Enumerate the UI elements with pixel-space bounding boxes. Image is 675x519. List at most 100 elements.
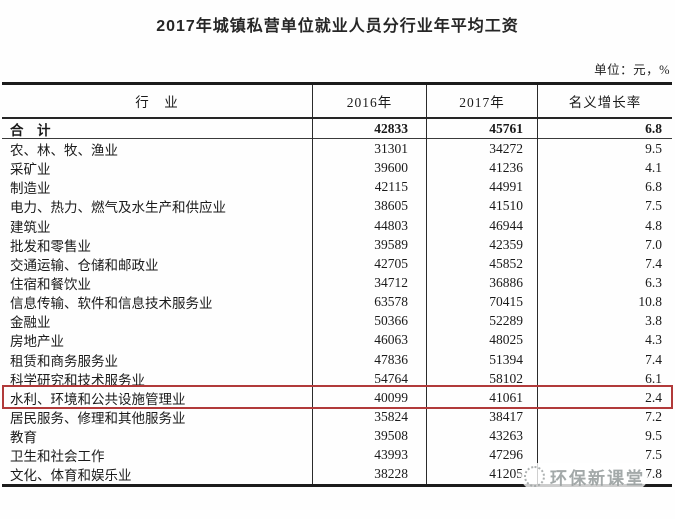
cell-growth: 4.8	[645, 217, 662, 233]
wage-table: 行 业 2016年 2017年 名义增长率 合 计 42833 45761 6.8 农、…	[2, 82, 673, 487]
cell-growth: 4.3	[645, 332, 662, 348]
cell-industry: 文化、体育和娱乐业	[2, 464, 313, 485]
table-row: 居民服务、修理和其他服务业 35824 38417 7.2	[2, 406, 672, 427]
cell-growth: 7.4	[645, 255, 662, 271]
cell-y2017: 46944	[427, 215, 538, 236]
table-row: 交通运输、仓储和邮政业 42705 45852 7.4	[2, 253, 672, 274]
cell-growth: 6.1	[645, 370, 662, 386]
cell-y2017: 45761	[427, 119, 538, 139]
cell-industry: 教育	[2, 426, 313, 447]
table-row: 批发和零售业 39589 42359 7.0	[2, 234, 672, 255]
cell-growth: 10.8	[638, 294, 662, 310]
cell-y2016: 44803	[313, 215, 427, 236]
table-row: 金融业 50366 52289 3.8	[2, 311, 672, 332]
table-row: 卫生和社会工作 43993 47296 7.5	[2, 445, 672, 466]
cell-growth: 7.5	[645, 198, 662, 214]
cell-industry: 租赁和商务服务业	[2, 349, 313, 370]
cell-y2016: 39508	[313, 426, 427, 447]
cell-industry: 制造业	[2, 177, 313, 198]
cell-y2016: 46063	[313, 330, 427, 351]
cell-y2017: 52289	[427, 311, 538, 332]
table-row: 房地产业 46063 48025 4.3	[2, 330, 672, 351]
table-body: 合 计 42833 45761 6.8 农、林、牧、渔业 31301 34272 9.5 采矿业…	[2, 119, 673, 487]
cell-industry: 批发和零售业	[2, 234, 313, 255]
cell-y2017: 42359	[427, 234, 538, 255]
table-row: 住宿和餐饮业 34712 36886 6.3	[2, 272, 672, 293]
cell-y2017: 36886	[427, 272, 538, 293]
cell-y2017: 41510	[427, 196, 538, 217]
cell-industry: 合 计	[2, 119, 313, 139]
cell-growth: 2.4	[645, 389, 662, 405]
cell-growth: 9.5	[645, 141, 662, 156]
table-row: 电力、热力、燃气及水生产和供应业 38605 41510 7.5	[2, 196, 672, 217]
cell-y2016: 35824	[313, 406, 427, 427]
cell-y2016: 31301	[313, 139, 427, 159]
table-row: 建筑业 44803 46944 4.8	[2, 215, 672, 236]
table-row: 制造业 42115 44991 6.8	[2, 177, 672, 198]
table-row: 文化、体育和娱乐业 38228 41205 7.8	[2, 464, 672, 485]
cell-y2016: 42115	[313, 177, 427, 198]
cell-y2016: 39600	[313, 158, 427, 179]
watermark: 环保新课堂	[521, 463, 648, 490]
cell-y2016: 54764	[313, 368, 427, 389]
cell-industry: 建筑业	[2, 215, 313, 236]
cell-y2017: 34272	[427, 139, 538, 159]
column-header-industry: 行 业	[2, 85, 313, 117]
cell-y2017: 38417	[427, 406, 538, 427]
column-header-growth: 名义增长率	[568, 95, 642, 110]
cell-industry: 金融业	[2, 311, 313, 332]
cell-y2017: 43263	[427, 426, 538, 447]
table-row: 信息传输、软件和信息技术服务业 63578 70415 10.8	[2, 292, 672, 313]
cell-industry: 科学研究和技术服务业	[2, 368, 313, 389]
cell-y2016: 63578	[313, 292, 427, 313]
cell-y2017: 41061	[427, 387, 538, 408]
cell-growth: 9.5	[645, 428, 662, 444]
cell-growth: 6.3	[645, 274, 662, 290]
cell-y2017: 48025	[427, 330, 538, 351]
cell-industry: 信息传输、软件和信息技术服务业	[2, 292, 313, 313]
cell-y2017: 44991	[427, 177, 538, 198]
page-title: 2017年城镇私营单位就业人员分行业年平均工资	[156, 18, 519, 35]
cell-industry: 房地产业	[2, 330, 313, 351]
cell-y2016: 38228	[313, 464, 427, 485]
watermark-logo-icon	[524, 466, 545, 487]
cell-industry: 采矿业	[2, 158, 313, 179]
cell-y2017: 41236	[427, 158, 538, 179]
table-row: 水利、环境和公共设施管理业 40099 41061 2.4	[2, 384, 673, 409]
table-row: 教育 39508 43263 9.5	[2, 426, 672, 447]
cell-y2017: 45852	[427, 253, 538, 274]
cell-industry: 电力、热力、燃气及水生产和供应业	[2, 196, 313, 217]
table-row: 合 计 42833 45761 6.8	[2, 119, 672, 139]
table-row: 科学研究和技术服务业 54764 58102 6.1	[2, 368, 672, 389]
cell-y2017: 58102	[427, 368, 538, 389]
cell-y2017: 51394	[427, 349, 538, 370]
cell-y2016: 47836	[313, 349, 427, 370]
cell-y2017: 70415	[427, 292, 538, 313]
cell-industry: 卫生和社会工作	[2, 445, 313, 466]
cell-y2016: 42833	[313, 119, 427, 139]
cell-y2016: 42705	[313, 253, 427, 274]
unit-note: 单位：元，%	[594, 63, 670, 77]
cell-y2016: 43993	[313, 445, 427, 466]
cell-growth: 6.8	[645, 179, 662, 195]
cell-industry: 农、林、牧、渔业	[2, 139, 313, 159]
column-header-2017: 2017年	[427, 85, 538, 117]
cell-growth: 7.8	[645, 466, 662, 482]
table-row: 采矿业 39600 41236 4.1	[2, 158, 672, 179]
cell-growth: 7.0	[645, 236, 662, 252]
cell-growth: 4.1	[645, 160, 662, 176]
cell-industry: 居民服务、修理和其他服务业	[2, 406, 313, 427]
cell-growth: 7.4	[645, 351, 662, 367]
cell-industry: 水利、环境和公共设施管理业	[2, 387, 313, 408]
cell-y2016: 34712	[313, 272, 427, 293]
cell-growth: 7.2	[645, 408, 662, 424]
cell-y2017: 47296	[427, 445, 538, 466]
table-row: 农、林、牧、渔业 31301 34272 9.5	[2, 139, 672, 159]
table-header-row: 行 业 2016年 2017年 名义增长率	[2, 82, 672, 119]
cell-y2016: 40099	[313, 387, 427, 408]
cell-industry: 住宿和餐饮业	[2, 272, 313, 293]
watermark-text: 环保新课堂	[550, 469, 645, 488]
column-header-2016: 2016年	[313, 85, 427, 117]
table-row: 租赁和商务服务业 47836 51394 7.4	[2, 349, 672, 370]
